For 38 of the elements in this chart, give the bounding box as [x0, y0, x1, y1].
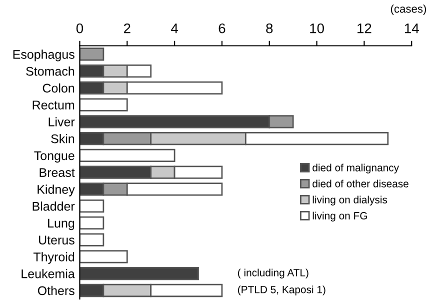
y-tick-label: Bladder: [32, 202, 75, 211]
bar: [80, 250, 128, 264]
legend-label: living on dialysis: [312, 196, 388, 206]
bar: [80, 48, 104, 61]
y-tick-label: Lung: [48, 218, 74, 230]
y-tick-label: Tongue: [34, 151, 74, 163]
y-tick-label: Colon: [42, 83, 74, 93]
legend-label: living on FG: [312, 212, 367, 222]
y-tick-label: Uterus: [39, 236, 74, 244]
x-axis-title: (cases): [390, 4, 426, 15]
bar: [80, 266, 199, 280]
bar: [80, 216, 104, 230]
x-tick-label: 4: [171, 24, 178, 34]
x-tick-label: 10: [310, 23, 324, 34]
y-tick-label: Others: [38, 286, 74, 296]
y-tick-label: Breast: [40, 168, 75, 177]
legend-label: died of other disease: [312, 180, 408, 188]
x-tick-label: 8: [266, 23, 273, 34]
bar: [80, 148, 176, 162]
y-tick-label: Skin: [51, 134, 74, 144]
bar: [80, 98, 128, 112]
x-tick-label: 0: [76, 23, 84, 34]
y-tick-label: Liver: [48, 117, 75, 126]
x-tick-label: 6: [218, 23, 226, 34]
bar: [80, 199, 104, 213]
y-tick-label: Thyroid: [33, 252, 74, 264]
y-tick-label: Stomach: [26, 66, 74, 76]
y-tick-label: Esophagus: [13, 50, 74, 62]
y-tick-label: Leukemia: [22, 269, 75, 278]
x-tick-label: 14: [404, 24, 419, 34]
annotation: (PTLD 5, Kaposi 1): [238, 286, 326, 296]
x-tick-label: 2: [124, 23, 130, 34]
legend-label: died of malignancy: [312, 164, 400, 174]
bar: [80, 233, 104, 246]
annotation: ( including ATL): [238, 268, 308, 278]
x-tick-label: 12: [358, 23, 372, 34]
y-tick-label: Rectum: [32, 100, 74, 110]
y-tick-label: Kidney: [38, 184, 75, 196]
